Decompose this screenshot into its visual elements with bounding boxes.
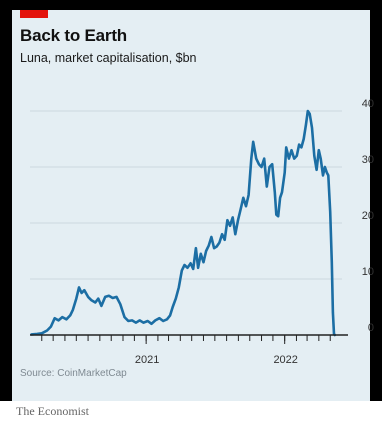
chart-subtitle: Luna, market capitalisation, $bn — [20, 51, 197, 65]
y-tick-label-0: 0 — [368, 322, 374, 334]
chart-panel — [12, 10, 370, 401]
y-tick-label-30: 30 — [362, 154, 374, 166]
brand-footer — [0, 401, 382, 429]
y-tick-label-10: 10 — [362, 266, 374, 278]
series-line-0 — [30, 109, 337, 337]
x-tick-label-2022: 2022 — [273, 354, 297, 366]
brand-red-bar — [20, 10, 48, 18]
x-tick-label-2021: 2021 — [135, 354, 159, 366]
y-tick-label-40: 40 — [362, 98, 374, 110]
gridlines — [30, 110, 342, 280]
series-layer — [30, 109, 337, 337]
x-axis: 2021 2022 — [30, 334, 348, 366]
y-axis-tick-labels: 0 10 20 30 40 — [362, 98, 374, 334]
y-tick-label-20: 20 — [362, 210, 374, 222]
chart-title: Back to Earth — [20, 26, 127, 45]
source-note: Source: CoinMarketCap — [20, 368, 127, 379]
publisher-name: The Economist — [16, 404, 89, 418]
